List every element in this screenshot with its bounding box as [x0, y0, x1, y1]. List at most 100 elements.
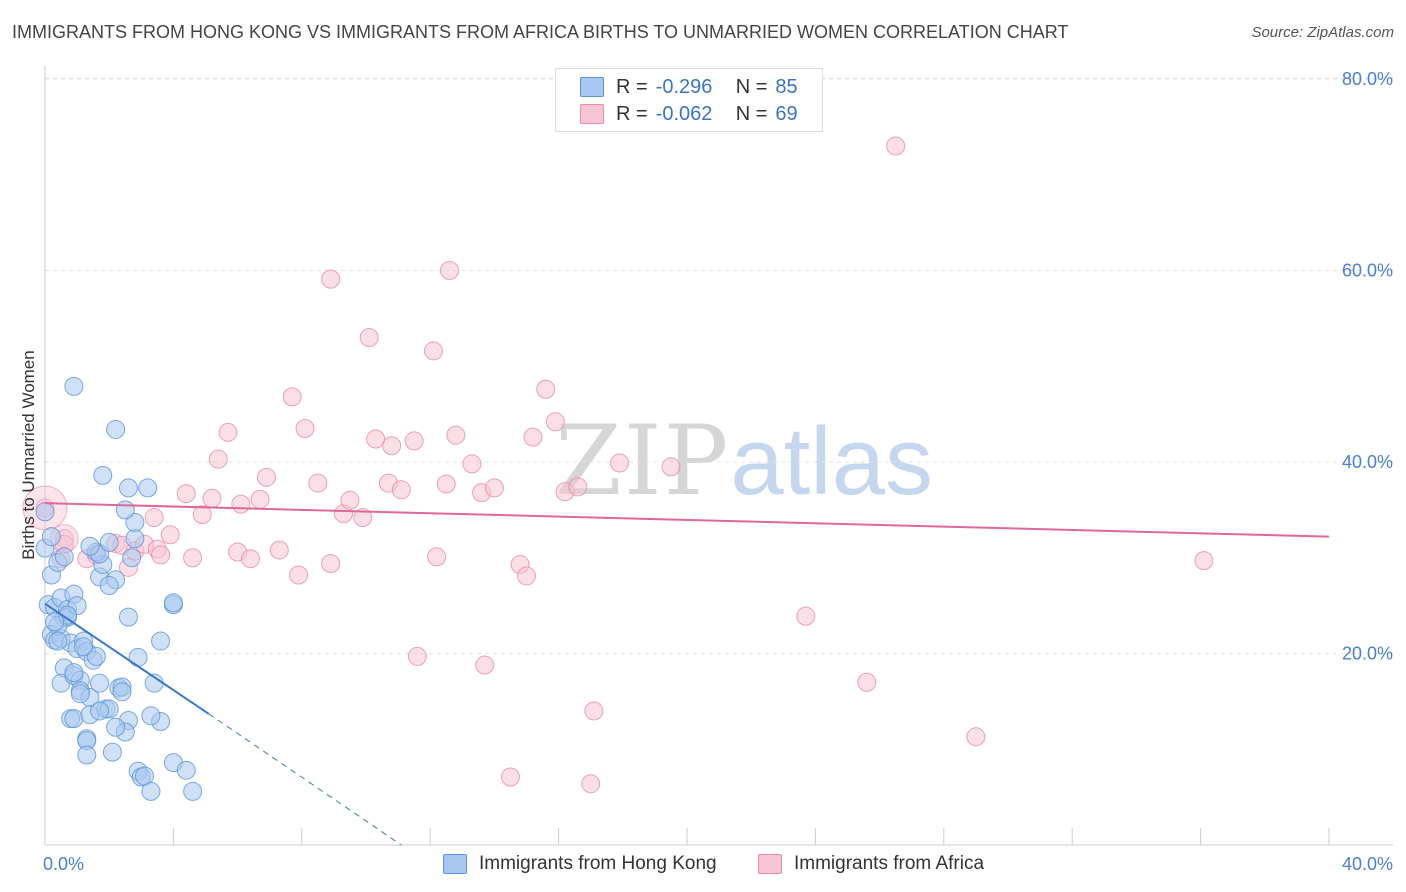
africa-point	[581, 774, 601, 794]
x-tick-label: 40.0%	[1342, 854, 1393, 874]
legend-n-label: N =	[735, 102, 768, 125]
bottom-legend-label: Immigrants from Africa	[794, 853, 985, 874]
africa-point	[202, 488, 222, 508]
africa-point	[536, 379, 556, 399]
africa-point	[218, 422, 238, 442]
hong-kong-point	[163, 593, 183, 613]
y-axis-label: Births to Unmarried Women	[19, 350, 38, 559]
africa-point	[282, 387, 302, 407]
axes	[44, 66, 1393, 846]
hong-kong-point	[183, 781, 203, 801]
africa-point	[359, 328, 379, 348]
bottom-legend-swatch-blue	[443, 854, 467, 874]
africa-point	[192, 505, 212, 525]
africa-point	[176, 484, 196, 504]
africa-point	[256, 467, 276, 487]
africa-point	[250, 489, 270, 509]
tick-labels: 20.0% 40.0% 60.0% 80.0% 0.0% 40.0%	[43, 69, 1393, 874]
hong-kong-point	[99, 532, 119, 552]
africa-point	[353, 508, 373, 528]
hong-kong-point	[118, 478, 138, 498]
x-tick-label: 0.0%	[43, 854, 84, 874]
africa-point	[366, 429, 386, 449]
hong-kong-point	[93, 465, 113, 485]
africa-point	[796, 606, 816, 626]
hong-kong-point	[122, 548, 142, 568]
africa-points	[22, 136, 1214, 794]
hong-kong-point	[86, 646, 106, 666]
hong-kong-point	[64, 663, 84, 683]
africa-point	[144, 508, 164, 528]
hong-kong-point	[141, 706, 161, 726]
hong-kong-point	[151, 631, 171, 651]
hong-kong-point	[115, 500, 135, 520]
legend-r-value: -0.296	[655, 75, 713, 98]
hong-kong-points	[35, 376, 203, 801]
africa-point	[436, 474, 456, 494]
trend-lines	[44, 502, 1330, 846]
africa-point	[523, 427, 543, 447]
hong-kong-point	[64, 709, 84, 729]
africa-point	[545, 412, 565, 432]
africa-point	[208, 449, 228, 469]
correlation-legend: R = -0.296 N = 85 R = -0.062 N = 69	[555, 68, 823, 132]
hong-kong-point	[128, 647, 148, 667]
africa-point	[295, 418, 315, 438]
legend-swatch-pink	[580, 104, 604, 124]
africa-point	[391, 480, 411, 500]
africa-point	[568, 477, 588, 497]
bottom-legend-hong-kong: Immigrants from Hong Kong	[443, 851, 717, 877]
africa-point	[160, 525, 180, 545]
africa-point	[966, 727, 986, 747]
hong-kong-point	[80, 536, 100, 556]
africa-point	[308, 473, 328, 493]
africa-point	[439, 261, 459, 280]
legend-r-label: R =	[616, 75, 648, 98]
hong-kong-point	[141, 781, 161, 801]
hong-kong-point	[70, 684, 90, 704]
africa-point	[340, 490, 360, 510]
hong-kong-point	[64, 376, 84, 396]
legend-row-hong-kong: R = -0.296 N = 85	[580, 74, 798, 100]
hong-kong-point	[74, 637, 94, 657]
africa-point	[423, 341, 443, 361]
hong-kong-point	[112, 682, 132, 702]
africa-point	[427, 547, 447, 567]
hong-kong-point	[54, 547, 74, 567]
hong-kong-point	[41, 527, 61, 547]
legend-n-label: N =	[735, 75, 768, 98]
africa-point	[321, 553, 341, 573]
hong-kong-point	[35, 502, 55, 522]
hong-kong-point	[176, 760, 196, 780]
chart-title: IMMIGRANTS FROM HONG KONG VS IMMIGRANTS …	[12, 22, 1069, 42]
bottom-legend-label: Immigrants from Hong Kong	[479, 853, 717, 874]
legend-swatch-blue	[580, 77, 604, 97]
y-tick-label: 40.0%	[1342, 452, 1393, 472]
africa-point	[886, 136, 906, 156]
y-tick-label: 80.0%	[1342, 69, 1393, 89]
legend-n-value: 69	[775, 102, 798, 125]
hong-kong-point	[106, 717, 126, 737]
y-tick-label: 60.0%	[1342, 261, 1393, 281]
africa-point	[269, 540, 289, 560]
africa-point	[610, 453, 630, 473]
africa-point	[1194, 551, 1214, 571]
africa-point	[475, 655, 495, 675]
africa-point	[289, 565, 309, 585]
hong-kong-point	[45, 612, 65, 632]
hong-kong-point	[125, 529, 145, 549]
africa-point	[462, 454, 482, 474]
africa-point	[404, 431, 424, 451]
africa-point	[500, 767, 520, 787]
hong-kong-point	[99, 576, 119, 596]
hong-kong-point	[90, 701, 110, 721]
legend-r-value: -0.062	[655, 102, 713, 125]
legend-r-label: R =	[616, 102, 648, 125]
africa-trend-line	[44, 502, 1330, 538]
africa-point	[231, 494, 251, 514]
africa-point	[446, 425, 466, 445]
hong-kong-trend-extension	[208, 713, 402, 846]
hong-kong-point	[90, 673, 110, 693]
africa-point	[584, 701, 604, 721]
